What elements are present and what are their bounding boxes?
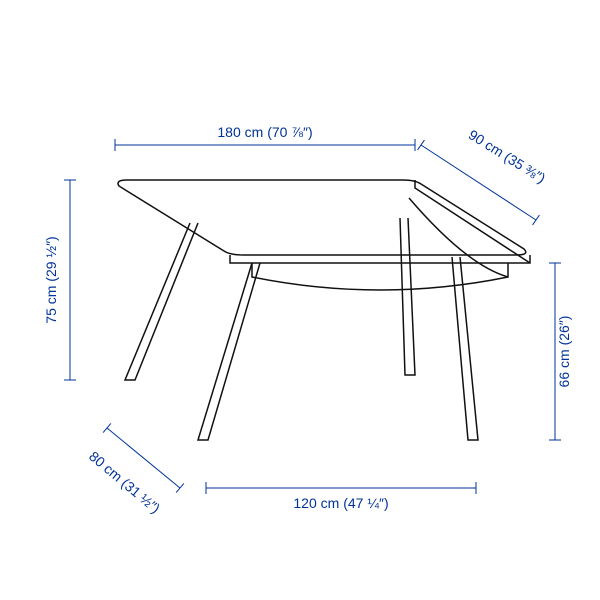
dimension-height_under: 66 cm (26″) (549, 263, 572, 440)
dimension-label: 75 cm (29 ½″) (43, 236, 59, 323)
table-side-brace (409, 198, 508, 277)
dimension-height_total: 75 cm (29 ½″) (43, 180, 76, 380)
dimension-label: 180 cm (70 ⅞″) (217, 124, 312, 140)
tabletop-front-edge (230, 255, 530, 263)
dimension-label: 80 cm (31 ½″) (86, 448, 163, 516)
tabletop-right-edge (415, 180, 530, 263)
table-leg (125, 223, 198, 380)
table-leg (198, 263, 260, 440)
dimension-footprint_l: 120 cm (47 ¼″) (206, 482, 476, 511)
dimension-diagram: 180 cm (70 ⅞″) 90 cm (35 ⅜″) 75 cm (29 ½″)… (0, 0, 600, 600)
dimension-label: 90 cm (35 ⅜″) (466, 126, 549, 186)
table-apron (252, 263, 508, 290)
dimension-label: 120 cm (47 ¼″) (293, 495, 388, 511)
dimension-top_length: 180 cm (70 ⅞″) (115, 124, 415, 151)
table-leg (400, 218, 415, 375)
dimension-footprint_w: 80 cm (31 ½″) (86, 423, 184, 516)
dimension-top_width: 90 cm (35 ⅜″) (418, 126, 549, 225)
dimension-label: 66 cm (26″) (556, 316, 572, 388)
tabletop-top (118, 180, 526, 255)
